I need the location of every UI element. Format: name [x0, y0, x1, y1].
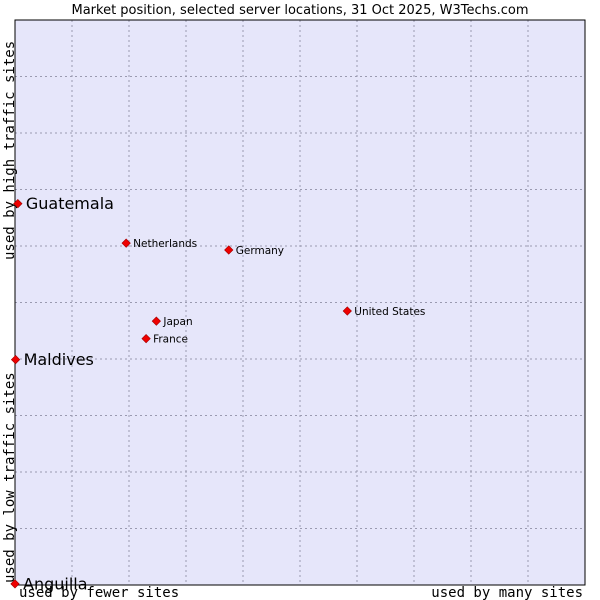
point-label-japan: Japan: [162, 316, 192, 328]
point-marker-anguilla: [10, 579, 20, 589]
chart-title: Market position, selected server locatio…: [71, 3, 528, 18]
y-axis-label-top: used by high traffic sites: [2, 41, 18, 260]
point-marker-united-states: [342, 306, 352, 316]
point-label-maldives: Maldives: [24, 350, 94, 369]
point-label-france: France: [153, 333, 188, 345]
y-axis-label-bottom: used by low traffic sites: [2, 372, 18, 583]
point-marker-netherlands: [121, 238, 131, 248]
point-marker-maldives: [10, 354, 21, 365]
x-axis-label-right: used by many sites: [431, 585, 583, 600]
x-axis-label-left: used by fewer sites: [19, 585, 179, 600]
point-label-germany: Germany: [236, 245, 284, 257]
point-label-anguilla: Anguilla: [23, 574, 88, 593]
point-label-guatemala: Guatemala: [26, 194, 114, 213]
point-marker-japan: [151, 316, 161, 326]
grid-lines: [15, 20, 585, 585]
plot-border: [14, 19, 586, 586]
point-label-united-states: United States: [354, 306, 425, 318]
point-marker-france: [141, 334, 151, 344]
point-marker-guatemala: [13, 199, 23, 209]
data-points: Guatemala Netherlands Germany United States…: [10, 194, 425, 593]
point-marker-germany: [224, 245, 234, 255]
point-label-netherlands: Netherlands: [133, 238, 197, 250]
